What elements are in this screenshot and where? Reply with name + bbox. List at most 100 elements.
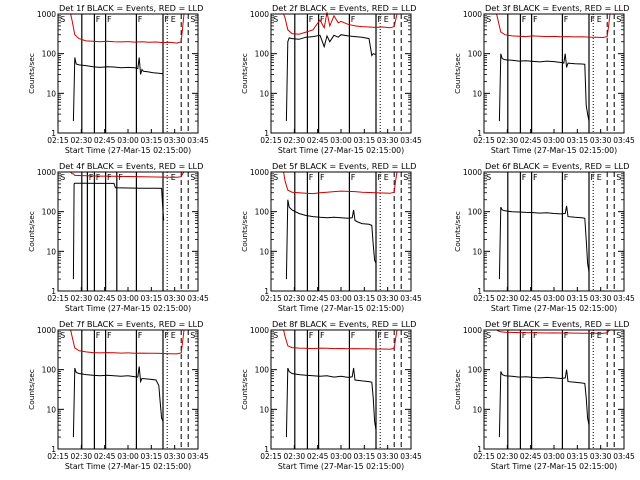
y-tick-label: 100	[468, 366, 483, 375]
x-tick-label: 03:45	[187, 452, 209, 461]
x-tick-label: 03:30	[590, 452, 612, 461]
events-series-line	[285, 199, 377, 280]
marker-label: F	[533, 331, 538, 340]
marker-label: S	[190, 331, 195, 340]
panel-title: Det 5f BLACK = Events, RED = LLD	[272, 161, 416, 171]
x-tick-label: 03:15	[567, 294, 589, 303]
marker-label: S	[60, 331, 65, 340]
marker-label: E	[384, 331, 389, 340]
x-tick-label: 03:15	[141, 136, 163, 145]
x-tick-label: 03:30	[377, 136, 399, 145]
x-tick-label: 02:45	[520, 294, 542, 303]
marker-label: S	[60, 15, 65, 24]
x-tick-label: 03:30	[377, 452, 399, 461]
events-series-line	[498, 53, 590, 122]
marker-label: F	[377, 15, 382, 24]
x-tick-label: 02:30	[284, 294, 306, 303]
marker-label: S	[190, 15, 195, 24]
marker-label: F	[564, 331, 569, 340]
x-tick-label: 03:45	[400, 136, 422, 145]
y-axis-label: Counts/sec	[27, 369, 36, 410]
x-axis-label: Start Time (27-Mar-15 02:15:00)	[278, 304, 404, 313]
y-axis-label: Counts/sec	[453, 211, 462, 252]
panel-title: Det 8f BLACK = Events, RED = LLD	[272, 319, 416, 329]
marker-label: E	[171, 15, 176, 24]
x-tick-label: 03:45	[400, 452, 422, 461]
x-tick-label: 02:15	[260, 452, 282, 461]
marker-label: E	[384, 173, 389, 182]
plot-frame	[57, 329, 199, 450]
x-tick-label: 02:45	[94, 452, 116, 461]
marker-label: F	[590, 173, 595, 182]
marker-label: S	[60, 173, 65, 182]
plot-frame	[270, 171, 412, 292]
x-tick-label: 03:15	[141, 294, 163, 303]
y-tick-label: 1000	[463, 168, 482, 177]
x-tick-label: 02:30	[284, 136, 306, 145]
marker-label: F	[118, 173, 123, 182]
plot-frame	[57, 171, 199, 292]
x-tick-label: 02:30	[284, 452, 306, 461]
x-tick-label: 02:30	[71, 452, 93, 461]
x-tick-label: 03:45	[613, 136, 635, 145]
x-axis-label: Start Time (27-Mar-15 02:15:00)	[65, 462, 191, 471]
marker-label: F	[96, 15, 101, 24]
x-tick-label: 03:15	[567, 136, 589, 145]
x-tick-label: 03:15	[567, 452, 589, 461]
marker-label: F	[351, 331, 356, 340]
x-tick-label: 02:45	[94, 136, 116, 145]
marker-label: F	[533, 15, 538, 24]
marker-label: F	[320, 15, 325, 24]
marker-label: E	[597, 173, 602, 182]
x-tick-label: 03:30	[590, 136, 612, 145]
y-axis-label: Counts/sec	[27, 211, 36, 252]
marker-label: S	[273, 15, 278, 24]
x-tick-label: 02:30	[497, 136, 519, 145]
x-axis-label: Start Time (27-Mar-15 02:15:00)	[65, 146, 191, 155]
marker-label: F	[564, 15, 569, 24]
lld-series-line	[70, 329, 185, 355]
x-tick-label: 03:00	[543, 136, 565, 145]
marker-label: F	[309, 173, 314, 182]
marker-label: F	[164, 331, 169, 340]
y-tick-label: 1	[477, 287, 482, 296]
marker-label: F	[533, 173, 538, 182]
y-tick-label: 1	[477, 129, 482, 138]
y-tick-label: 100	[42, 50, 57, 59]
x-tick-label: 02:45	[307, 136, 329, 145]
y-tick-label: 10	[472, 247, 482, 256]
x-tick-label: 03:30	[164, 452, 186, 461]
y-tick-label: 100	[468, 50, 483, 59]
panel-title: Det 2f BLACK = Events, RED = LLD	[272, 3, 416, 13]
marker-label: S	[616, 173, 621, 182]
marker-label: F	[96, 173, 101, 182]
marker-label: S	[273, 173, 278, 182]
x-tick-label: 02:15	[260, 136, 282, 145]
y-tick-label: 1000	[250, 326, 269, 335]
x-tick-label: 03:30	[164, 136, 186, 145]
x-tick-label: 02:15	[473, 136, 495, 145]
marker-label: F	[377, 173, 382, 182]
panel-title: Det 6f BLACK = Events, RED = LLD	[485, 161, 629, 171]
marker-label: E	[597, 331, 602, 340]
x-tick-label: 02:30	[71, 136, 93, 145]
marker-label: E	[171, 331, 176, 340]
marker-label: F	[138, 15, 143, 24]
y-tick-label: 10	[259, 89, 269, 98]
y-tick-label: 1000	[250, 10, 269, 19]
marker-label: S	[190, 173, 195, 182]
events-series-line	[72, 182, 165, 280]
y-tick-label: 100	[42, 366, 57, 375]
x-axis-label: Start Time (27-Mar-15 02:15:00)	[278, 462, 404, 471]
marker-label: F	[138, 331, 143, 340]
x-tick-label: 03:00	[330, 452, 352, 461]
marker-label: F	[522, 331, 527, 340]
lld-series-line	[496, 13, 611, 39]
x-tick-label: 02:15	[47, 294, 69, 303]
